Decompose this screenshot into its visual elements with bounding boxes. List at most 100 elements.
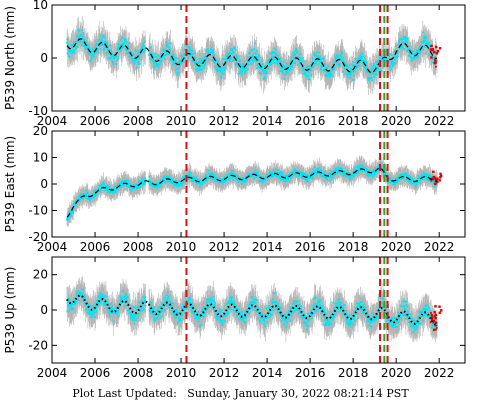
data-point [90, 52, 93, 55]
data-point [228, 53, 231, 56]
data-point [296, 170, 299, 173]
data-point [346, 171, 349, 174]
data-point [275, 175, 278, 177]
data-point [175, 183, 178, 185]
data-point [283, 60, 285, 63]
data-point [220, 180, 223, 182]
data-point [362, 164, 364, 167]
data-point [95, 189, 98, 192]
data-point [220, 68, 223, 71]
data-point [280, 179, 283, 182]
data-point [104, 40, 107, 43]
data-point [317, 169, 320, 172]
data-point [132, 183, 135, 186]
data-point [315, 62, 317, 65]
data-point [132, 60, 135, 63]
data-point [193, 56, 196, 59]
data-point [424, 52, 427, 55]
east-plot-area [66, 131, 443, 237]
data-point [144, 40, 146, 43]
data-point [201, 61, 204, 64]
data-point [216, 69, 219, 72]
data-point [339, 166, 342, 169]
data-point [246, 59, 249, 62]
data-point [282, 68, 285, 71]
data-point [207, 48, 210, 51]
data-point [219, 69, 222, 72]
data-point [339, 168, 342, 171]
data-point [177, 60, 179, 63]
data-point [353, 170, 356, 173]
data-point [346, 76, 349, 78]
data-point [334, 61, 336, 64]
data-point [380, 55, 383, 58]
data-point [119, 43, 121, 46]
data-point [82, 32, 85, 35]
data-point [398, 39, 401, 42]
data-point [133, 61, 136, 64]
data-point [253, 177, 256, 180]
data-point [278, 172, 281, 175]
data-point [282, 64, 285, 67]
data-point [372, 72, 375, 75]
data-point [348, 70, 351, 72]
data-point [188, 178, 191, 180]
data-point [262, 68, 265, 71]
data-point [84, 45, 87, 48]
data-point [115, 190, 117, 193]
data-point [132, 58, 135, 61]
data-point [108, 44, 111, 47]
data-point [203, 181, 205, 183]
data-point [387, 61, 390, 64]
data-point [143, 179, 146, 182]
data-point [103, 46, 106, 49]
data-point [256, 56, 259, 59]
data-point [357, 59, 359, 61]
data-point [280, 174, 282, 177]
data-point [73, 49, 76, 52]
data-point [176, 67, 179, 70]
data-point [310, 176, 312, 179]
data-point [100, 44, 103, 46]
data-point [140, 58, 143, 61]
data-point [299, 174, 301, 177]
data-point [333, 62, 336, 65]
data-point [291, 174, 294, 177]
data-point [324, 176, 327, 179]
data-point [237, 72, 240, 75]
data-point [411, 56, 414, 59]
data-point [106, 188, 109, 191]
data-point [309, 69, 312, 72]
data-point [316, 168, 319, 171]
data-point [189, 47, 192, 49]
data-point [164, 177, 166, 180]
data-point [158, 185, 161, 188]
data-point [286, 72, 289, 74]
data-point [192, 176, 194, 179]
data-point [211, 173, 214, 176]
data-point [307, 70, 309, 73]
data-point [95, 42, 98, 45]
data-point [390, 62, 392, 65]
data-point [266, 175, 269, 177]
data-point [432, 61, 435, 64]
data-point [359, 55, 362, 58]
data-point [306, 179, 309, 182]
data-point [251, 49, 254, 51]
data-point [349, 73, 352, 76]
data-point [250, 175, 252, 177]
data-point [107, 45, 109, 48]
data-point [388, 55, 391, 58]
data-point [283, 65, 286, 68]
data-point [394, 50, 397, 53]
data-point [345, 72, 348, 75]
data-point [87, 51, 90, 54]
data-point [77, 34, 79, 37]
data-point [115, 63, 118, 66]
data-point [172, 182, 175, 185]
data-point [312, 177, 315, 180]
data-point [168, 175, 171, 178]
data-point [238, 66, 241, 69]
data-point [133, 186, 136, 189]
data-point [135, 50, 138, 53]
